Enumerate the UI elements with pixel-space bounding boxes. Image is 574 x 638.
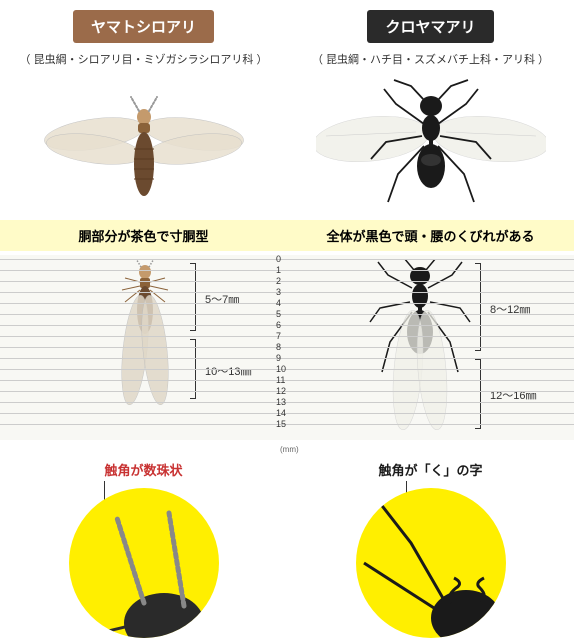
- ruler-tick-label: 11: [276, 375, 285, 385]
- scale-section: 5～7㎜ 10～13㎜ 8～12㎜ 12～16㎜ (mm) 0123456789…: [0, 255, 574, 440]
- ruler-tick-label: 8: [276, 342, 281, 352]
- termite-antenna-detail: [69, 488, 219, 638]
- gridline: [0, 325, 574, 326]
- right-title: クロヤマアリ: [367, 10, 493, 43]
- gridline: [0, 380, 574, 381]
- left-taxonomy: （ 昆虫綱・シロアリ目・ミゾガシラシロアリ科 ）: [20, 51, 268, 67]
- right-insect-top-view: [287, 71, 574, 216]
- gridline: [0, 292, 574, 293]
- termite-side-scale: [100, 260, 190, 420]
- ruler-tick-label: 2: [276, 276, 281, 286]
- ruler-tick-label: 13: [276, 397, 286, 407]
- gridline: [0, 259, 574, 260]
- ant-dorsal-svg: [316, 74, 546, 214]
- gridline: [0, 314, 574, 315]
- ruler-tick-label: 5: [276, 309, 281, 319]
- gridline: [0, 347, 574, 348]
- gridline: [0, 424, 574, 425]
- ruler-tick-label: 3: [276, 287, 281, 297]
- left-antenna-col: 触角が数珠状: [0, 460, 287, 638]
- ruler-tick-label: 12: [276, 386, 286, 396]
- title-row: ヤマトシロアリ （ 昆虫綱・シロアリ目・ミゾガシラシロアリ科 ）: [0, 0, 574, 255]
- ruler-tick-label: 7: [276, 331, 281, 341]
- gridline: [0, 303, 574, 304]
- mm-unit-label: (mm): [280, 445, 299, 454]
- gridline: [0, 369, 574, 370]
- right-taxonomy: （ 昆虫綱・ハチ目・スズメバチ上科・アリ科 ）: [312, 51, 549, 67]
- left-title: ヤマトシロアリ: [73, 10, 214, 43]
- right-antenna-circle: [356, 488, 506, 638]
- gridline: [0, 402, 574, 403]
- left-desc: 胴部分が茶色で寸胴型: [0, 220, 287, 251]
- ruler-tick-label: 14: [276, 408, 286, 418]
- left-insect-top-view: [0, 71, 287, 216]
- left-antenna-title: 触角が数珠状: [104, 460, 182, 479]
- termite-dorsal-svg: [39, 79, 249, 209]
- right-antenna-figure: [351, 483, 511, 638]
- right-antenna-title: 触角が「く」の字: [378, 460, 482, 479]
- left-body-bracket: [195, 263, 196, 331]
- antenna-section: 触角が数珠状 触角が「く」の字: [0, 460, 574, 638]
- comparison-container: ヤマトシロアリ （ 昆虫綱・シロアリ目・ミゾガシラシロアリ科 ）: [0, 0, 574, 638]
- right-wing-measure: 12～16㎜: [490, 387, 536, 403]
- ruler-tick-label: 10: [276, 364, 286, 374]
- ruler-tick-label: 6: [276, 320, 281, 330]
- left-antenna-circle: [69, 488, 219, 638]
- right-col-header: クロヤマアリ （ 昆虫綱・ハチ目・スズメバチ上科・アリ科 ）: [287, 0, 574, 255]
- gridline: [0, 358, 574, 359]
- gridline: [0, 391, 574, 392]
- gridline: [0, 336, 574, 337]
- left-wing-measure: 10～13㎜: [205, 363, 251, 379]
- right-body-bracket: [480, 263, 481, 351]
- gridline: [0, 270, 574, 271]
- ruler-tick-label: 15: [276, 419, 286, 429]
- left-antenna-figure: [64, 483, 224, 638]
- right-antenna-col: 触角が「く」の字: [287, 460, 574, 638]
- gridline: [0, 281, 574, 282]
- gridline: [0, 413, 574, 414]
- ruler-tick-label: 0: [276, 254, 281, 264]
- ant-antenna-detail: [356, 488, 506, 638]
- ruler-tick-label: 1: [276, 265, 281, 275]
- ruler-tick-label: 4: [276, 298, 281, 308]
- ruler-tick-label: 9: [276, 353, 281, 363]
- left-col-header: ヤマトシロアリ （ 昆虫綱・シロアリ目・ミゾガシラシロアリ科 ）: [0, 0, 287, 255]
- right-desc: 全体が黒色で頭・腰のくびれがある: [287, 220, 574, 251]
- left-body-measure: 5～7㎜: [205, 291, 239, 307]
